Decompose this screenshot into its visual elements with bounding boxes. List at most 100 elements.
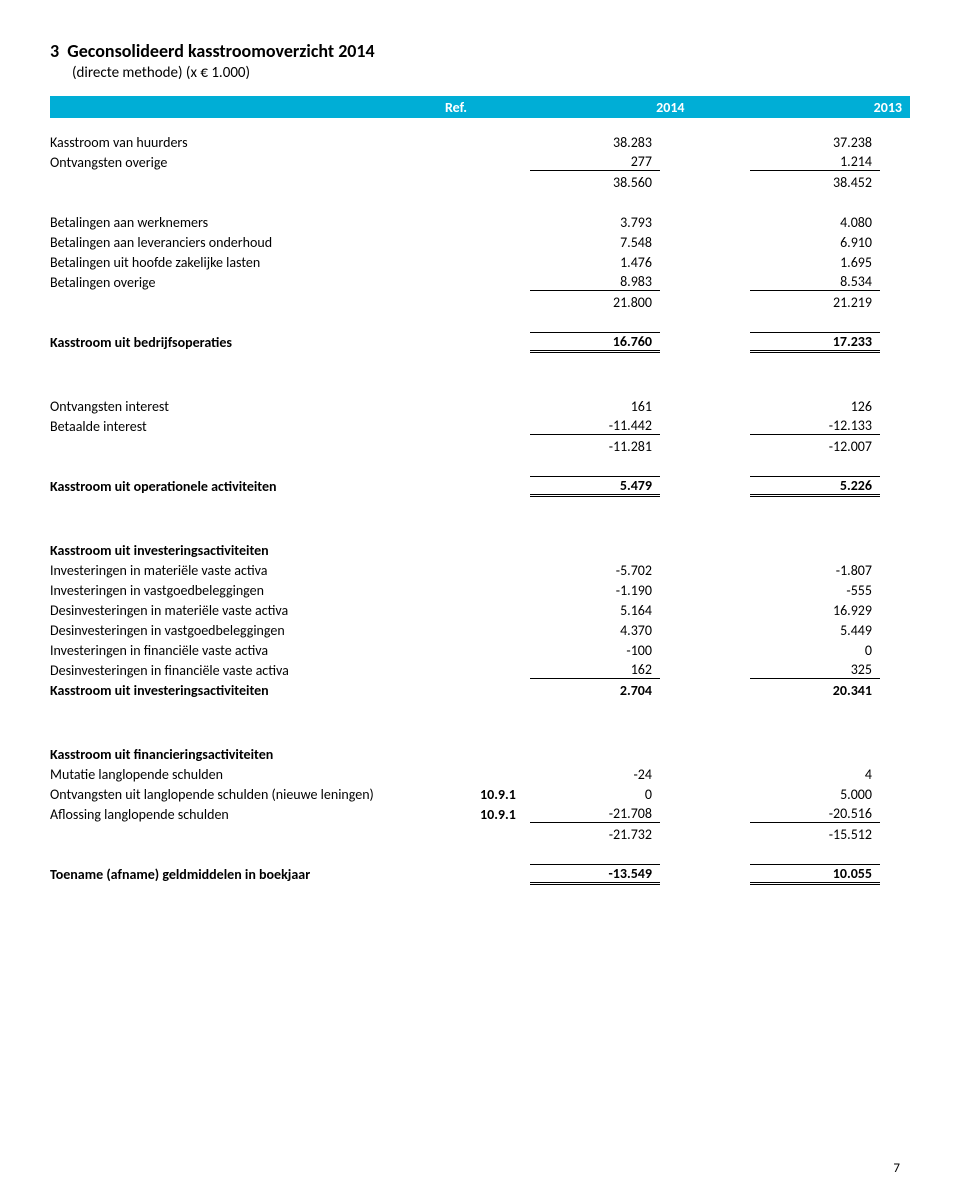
row-value-2: 5.000 xyxy=(750,786,880,803)
row-value-2: 38.452 xyxy=(750,174,880,191)
row-value-2: -15.512 xyxy=(750,826,880,843)
table-row: Kasstroom uit bedrijfsoperaties 16.760 17.… xyxy=(50,332,910,352)
table-row: Mutatie langlopende schulden -24 4 xyxy=(50,764,910,784)
row-value-1: -1.190 xyxy=(530,582,660,599)
row-label: Ontvangsten uit langlopende schulden (ni… xyxy=(50,786,480,803)
row-value-2: 8.534 xyxy=(750,273,880,291)
table-row: -11.281 -12.007 xyxy=(50,436,910,456)
table-row: Desinvesteringen in vastgoedbeleggingen 4… xyxy=(50,620,910,640)
row-label: Kasstroom van huurders xyxy=(50,134,480,151)
table-row: Betalingen uit hoofde zakelijke lasten1.… xyxy=(50,252,910,272)
table-row: 38.560 38.452 xyxy=(50,172,910,192)
table-row: 21.800 21.219 xyxy=(50,292,910,312)
row-value-2: 20.341 xyxy=(750,682,880,699)
table-row: -21.732 -15.512 xyxy=(50,824,910,844)
title-text: Geconsolideerd kasstroomoverzicht 2014 xyxy=(67,40,374,62)
row-value-1: -21.708 xyxy=(530,805,660,823)
row-value-1: 2.704 xyxy=(530,682,660,699)
row-label: Investeringen in vastgoedbeleggingen xyxy=(50,582,480,599)
row-value-2: 325 xyxy=(750,661,880,679)
row-value-1: 38.560 xyxy=(530,174,660,191)
table-row: Betalingen overige 8.983 8.534 xyxy=(50,272,910,292)
row-label: Desinvesteringen in financiële vaste act… xyxy=(50,662,480,679)
row-value-1: -24 xyxy=(530,766,660,783)
header-year-2: 2013 xyxy=(732,99,910,116)
row-value-1: 277 xyxy=(530,153,660,171)
row-label: Kasstroom uit bedrijfsoperaties xyxy=(50,334,480,351)
row-value-2: 21.219 xyxy=(750,294,880,311)
table-row: Investeringen in financiële vaste activa… xyxy=(50,640,910,660)
row-value-2: 6.910 xyxy=(750,234,880,251)
row-value-1: 5.479 xyxy=(530,476,660,497)
row-label: Investeringen in materiële vaste activa xyxy=(50,562,480,579)
row-label: Desinvesteringen in vastgoedbeleggingen xyxy=(50,622,480,639)
row-label: Betalingen overige xyxy=(50,274,480,291)
row-value-1: -100 xyxy=(530,642,660,659)
page-title: 3 Geconsolideerd kasstroomoverzicht 2014 xyxy=(50,40,910,62)
row-value-2: 5.226 xyxy=(750,476,880,497)
cashflow-table: Kasstroom van huurders38.28337.238Ontvan… xyxy=(50,132,910,884)
row-value-1: 4.370 xyxy=(530,622,660,639)
row-value-2: -12.007 xyxy=(750,438,880,455)
row-value-2: 1.695 xyxy=(750,254,880,271)
row-value-2: 10.055 xyxy=(750,864,880,885)
row-value-2: 0 xyxy=(750,642,880,659)
row-value-2: 4.080 xyxy=(750,214,880,231)
table-row: Desinvesteringen in financiële vaste act… xyxy=(50,660,910,680)
row-value-2: 4 xyxy=(750,766,880,783)
row-value-1: -13.549 xyxy=(530,864,660,885)
table-row: Investeringen in materiële vaste activa-… xyxy=(50,560,910,580)
row-label: Betaalde interest xyxy=(50,418,480,435)
row-value-2: -555 xyxy=(750,582,880,599)
row-value-1: 1.476 xyxy=(530,254,660,271)
row-label: Kasstroom uit financieringsactiviteiten xyxy=(50,746,480,763)
row-value-1: -11.281 xyxy=(530,438,660,455)
row-label: Betalingen aan werknemers xyxy=(50,214,480,231)
table-row: Kasstroom uit financieringsactiviteiten xyxy=(50,744,910,764)
row-label: Ontvangsten interest xyxy=(50,398,480,415)
table-row: Kasstroom uit investeringsactiviteiten 2.… xyxy=(50,680,910,700)
table-row: Aflossing langlopende schulden10.9.1-21.… xyxy=(50,804,910,824)
table-row: Ontvangsten interest161126 xyxy=(50,396,910,416)
row-label: Kasstroom uit investeringsactiviteiten xyxy=(50,682,480,699)
table-row: Betaalde interest-11.442-12.133 xyxy=(50,416,910,436)
row-label: Aflossing langlopende schulden xyxy=(50,806,480,823)
header-ref: Ref. xyxy=(50,99,475,116)
row-value-2: 5.449 xyxy=(750,622,880,639)
row-value-2: 37.238 xyxy=(750,134,880,151)
row-label: Toename (afname) geldmiddelen in boekjaa… xyxy=(50,866,480,883)
row-value-1: 161 xyxy=(530,398,660,415)
table-row: Kasstroom uit operationele activiteiten 5… xyxy=(50,476,910,496)
row-value-1: 21.800 xyxy=(530,294,660,311)
page-number: 7 xyxy=(893,1161,900,1176)
table-row: Toename (afname) geldmiddelen in boekjaa… xyxy=(50,864,910,884)
row-value-2: 16.929 xyxy=(750,602,880,619)
page-subtitle: (directe methode) (x € 1.000) xyxy=(72,64,910,82)
row-value-1: 0 xyxy=(530,786,660,803)
row-value-2: 17.233 xyxy=(750,332,880,353)
row-value-1: 8.983 xyxy=(530,273,660,291)
row-label: Investeringen in financiële vaste activa xyxy=(50,642,480,659)
row-ref: 10.9.1 xyxy=(480,806,530,823)
row-value-1: 5.164 xyxy=(530,602,660,619)
row-value-1: 16.760 xyxy=(530,332,660,353)
row-label: Desinvesteringen in materiële vaste acti… xyxy=(50,602,480,619)
row-value-1: 162 xyxy=(530,661,660,679)
row-value-1: 7.548 xyxy=(530,234,660,251)
table-row: Ontvangsten overige 277 1.214 xyxy=(50,152,910,172)
header-year-1: 2014 xyxy=(515,99,693,116)
row-label: Ontvangsten overige xyxy=(50,154,480,171)
table-row: Desinvesteringen in materiële vaste acti… xyxy=(50,600,910,620)
row-label: Mutatie langlopende schulden xyxy=(50,766,480,783)
row-value-1: -21.732 xyxy=(530,826,660,843)
table-row: Investeringen in vastgoedbeleggingen -1.1… xyxy=(50,580,910,600)
table-row: Ontvangsten uit langlopende schulden (ni… xyxy=(50,784,910,804)
row-value-2: -20.516 xyxy=(750,805,880,823)
row-value-2: 1.214 xyxy=(750,153,880,171)
row-label: Kasstroom uit operationele activiteiten xyxy=(50,478,480,495)
row-value-1: -11.442 xyxy=(530,417,660,435)
table-row: Kasstroom van huurders38.28337.238 xyxy=(50,132,910,152)
table-row: Betalingen aan leveranciers onderhoud7.5… xyxy=(50,232,910,252)
table-row: Betalingen aan werknemers3.7934.080 xyxy=(50,212,910,232)
table-header: Ref. 2014 2013 xyxy=(50,96,910,118)
